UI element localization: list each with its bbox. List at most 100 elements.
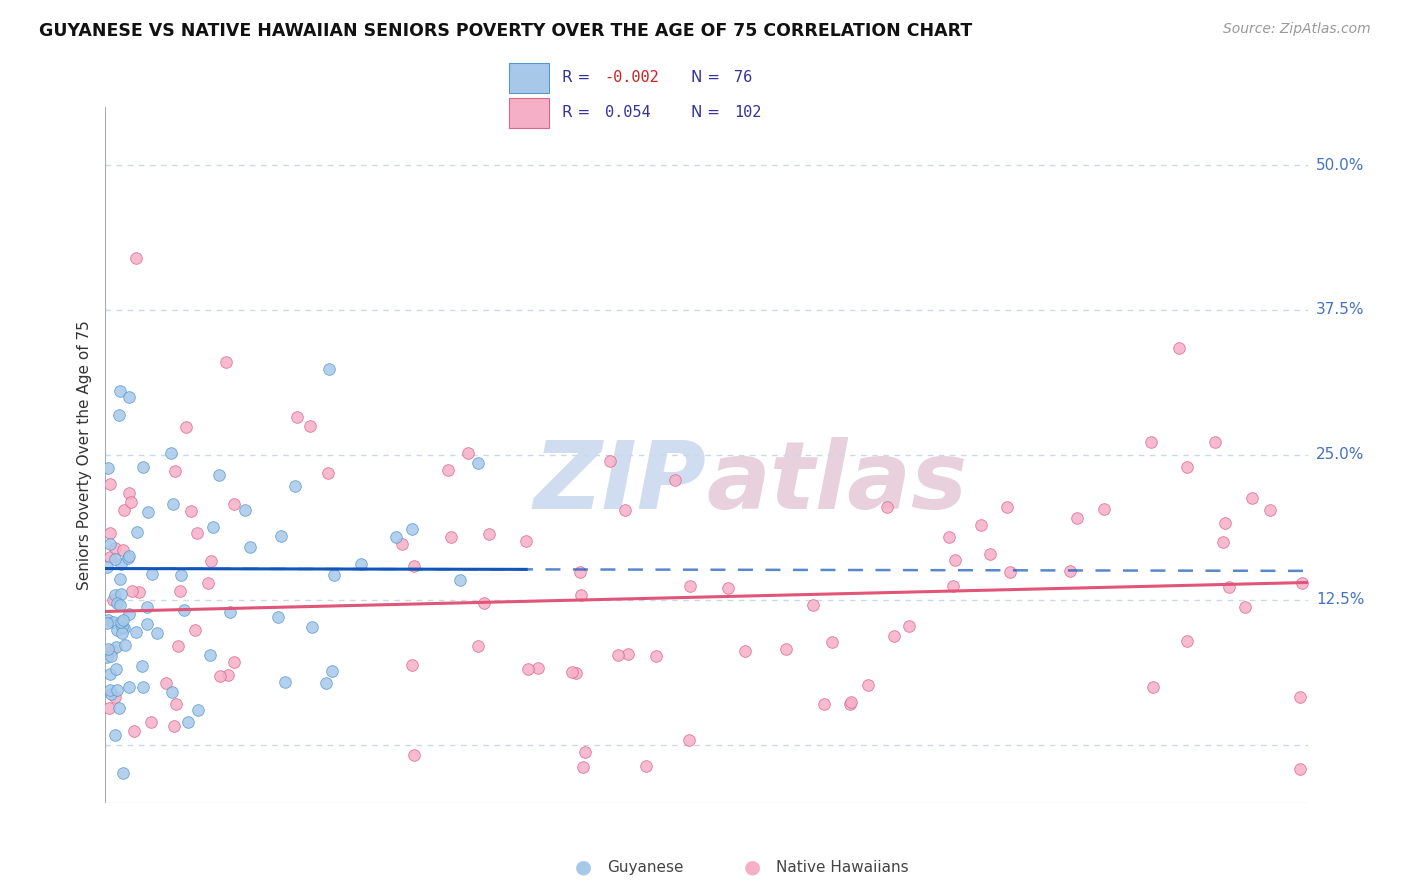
Point xyxy=(112,621,135,635)
Text: R =: R = xyxy=(562,70,595,86)
Point xyxy=(516,662,538,676)
Point xyxy=(1289,690,1312,705)
Point xyxy=(402,747,425,762)
Point xyxy=(160,446,183,460)
Point xyxy=(97,642,120,657)
Point xyxy=(1213,516,1236,530)
Point xyxy=(678,733,700,747)
Point xyxy=(1175,459,1198,474)
Point xyxy=(173,603,195,617)
Point xyxy=(436,463,458,477)
Point xyxy=(96,560,118,574)
Point xyxy=(607,648,630,662)
Point xyxy=(391,537,413,551)
Point xyxy=(202,519,225,533)
Point xyxy=(821,634,844,648)
Point xyxy=(457,446,479,460)
Bar xyxy=(509,98,548,128)
Y-axis label: Seniors Poverty Over the Age of 75: Seniors Poverty Over the Age of 75 xyxy=(76,320,91,590)
Point xyxy=(1289,762,1312,776)
Point xyxy=(224,497,246,511)
Point xyxy=(1092,502,1115,516)
Text: ●: ● xyxy=(575,857,592,877)
Bar xyxy=(509,63,548,93)
Point xyxy=(122,723,145,738)
Point xyxy=(938,530,960,544)
Point xyxy=(98,667,121,681)
Point xyxy=(214,355,236,369)
Point xyxy=(222,655,245,669)
Text: 25.0%: 25.0% xyxy=(1316,448,1364,462)
Point xyxy=(1212,534,1234,549)
Point xyxy=(107,701,129,715)
Point xyxy=(472,596,495,610)
Point xyxy=(120,494,142,508)
Point xyxy=(385,530,408,544)
Point xyxy=(118,390,141,404)
Point xyxy=(103,593,125,607)
Point xyxy=(1142,680,1164,694)
Point xyxy=(186,703,208,717)
Point xyxy=(717,582,740,596)
Point xyxy=(467,639,489,653)
Point xyxy=(616,647,638,661)
Point xyxy=(813,697,835,711)
Text: 37.5%: 37.5% xyxy=(1316,302,1364,318)
Point xyxy=(112,502,135,516)
Text: Native Hawaiians: Native Hawaiians xyxy=(776,860,908,874)
Point xyxy=(155,676,177,690)
Point xyxy=(515,534,537,549)
Point xyxy=(105,596,128,610)
Point xyxy=(146,626,169,640)
Point xyxy=(100,648,122,663)
Point xyxy=(169,584,191,599)
Point xyxy=(105,662,128,676)
Point xyxy=(98,549,121,564)
Text: R =: R = xyxy=(562,105,595,120)
Point xyxy=(101,643,124,657)
Point xyxy=(132,460,155,475)
Point xyxy=(876,500,898,514)
Point xyxy=(401,658,423,673)
Point xyxy=(569,565,592,579)
Point xyxy=(108,409,131,423)
Point xyxy=(561,665,583,680)
Point xyxy=(103,690,125,704)
Point xyxy=(125,625,148,640)
Text: 50.0%: 50.0% xyxy=(1316,158,1364,172)
Point xyxy=(943,553,966,567)
Point xyxy=(1258,503,1281,517)
Point xyxy=(118,486,141,500)
Point xyxy=(1059,564,1081,578)
Point xyxy=(170,568,193,582)
Point xyxy=(135,617,157,632)
Point xyxy=(208,467,231,482)
Point xyxy=(132,680,155,694)
Point xyxy=(105,682,128,697)
Point xyxy=(98,537,121,551)
Point xyxy=(110,587,132,601)
Point xyxy=(96,650,118,665)
Point xyxy=(104,541,127,555)
Point xyxy=(274,675,297,690)
Point xyxy=(1241,491,1264,505)
Text: GUYANESE VS NATIVE HAWAIIAN SENIORS POVERTY OVER THE AGE OF 75 CORRELATION CHART: GUYANESE VS NATIVE HAWAIIAN SENIORS POVE… xyxy=(39,22,973,40)
Point xyxy=(775,641,797,656)
Point xyxy=(112,613,135,627)
Point xyxy=(100,683,122,698)
Point xyxy=(350,557,373,571)
Point xyxy=(321,665,343,679)
Point xyxy=(285,409,308,424)
Point xyxy=(97,613,120,627)
Point xyxy=(970,518,993,533)
Point xyxy=(1177,633,1199,648)
Point xyxy=(98,525,121,540)
Point xyxy=(858,678,880,692)
Point xyxy=(270,529,292,543)
Point xyxy=(117,550,139,565)
Point xyxy=(111,626,134,640)
Point xyxy=(167,639,190,653)
Point xyxy=(527,661,550,675)
Point xyxy=(565,666,588,681)
Point xyxy=(238,540,260,554)
